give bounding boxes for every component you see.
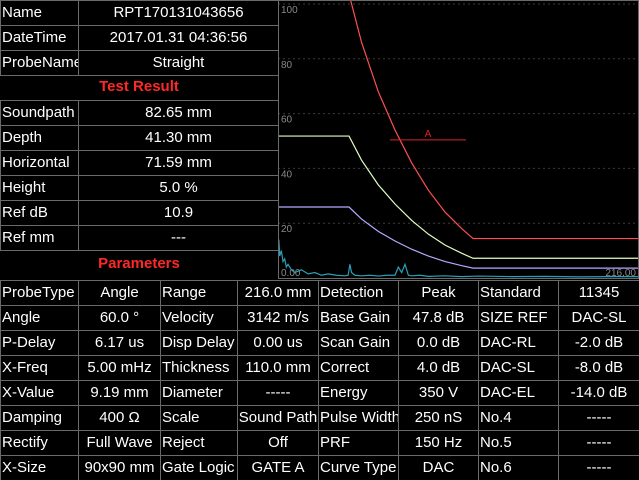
param-value: 0.0 dB bbox=[398, 330, 479, 356]
param-label: PRF bbox=[318, 430, 399, 456]
info-value: 2017.01.31 04:36:56 bbox=[78, 25, 279, 51]
series-line bbox=[278, 206, 639, 269]
param-label: Diameter bbox=[160, 380, 238, 406]
param-value: Sound Path bbox=[237, 405, 319, 431]
param-label: Energy bbox=[318, 380, 399, 406]
param-value: 47.8 dB bbox=[398, 305, 479, 331]
param-value: Full Wave bbox=[78, 430, 161, 456]
param-value: 110.0 mm bbox=[237, 355, 319, 381]
result-value: 82.65 mm bbox=[78, 100, 279, 126]
series-line bbox=[278, 135, 639, 259]
param-value: 350 V bbox=[398, 380, 479, 406]
param-value: 400 Ω bbox=[78, 405, 161, 431]
param-label: Curve Type bbox=[318, 455, 399, 480]
param-label: No.4 bbox=[478, 405, 559, 431]
param-value: DAC-SL bbox=[558, 305, 639, 331]
param-value: ----- bbox=[237, 380, 319, 406]
param-value: ----- bbox=[558, 405, 639, 431]
param-value: -8.0 dB bbox=[558, 355, 639, 381]
param-value: 250 nS bbox=[398, 405, 479, 431]
result-label: Depth bbox=[0, 125, 79, 151]
param-label: DAC-EL bbox=[478, 380, 559, 406]
y-tick-label: 60 bbox=[281, 115, 293, 126]
param-value: -2.0 dB bbox=[558, 330, 639, 356]
param-label: Base Gain bbox=[318, 305, 399, 331]
result-label: Ref mm bbox=[0, 225, 79, 251]
param-label: Reject bbox=[160, 430, 238, 456]
param-value: DAC bbox=[398, 455, 479, 480]
param-label: Thickness bbox=[160, 355, 238, 381]
param-value: 0.00 us bbox=[237, 330, 319, 356]
param-label: Disp Delay bbox=[160, 330, 238, 356]
param-label: Range bbox=[160, 280, 238, 306]
param-label: X-Value bbox=[0, 380, 79, 406]
result-label: Height bbox=[0, 175, 79, 201]
param-label: Rectify bbox=[0, 430, 79, 456]
param-value: Off bbox=[237, 430, 319, 456]
param-value: 4.0 dB bbox=[398, 355, 479, 381]
info-label: Name bbox=[0, 0, 79, 26]
y-tick-label: 80 bbox=[281, 60, 293, 71]
param-value: 150 Hz bbox=[398, 430, 479, 456]
a-scan-chart: 20 40 60 80 100 0.00 216.00 A bbox=[278, 0, 639, 279]
param-value: ----- bbox=[558, 430, 639, 456]
param-value: ----- bbox=[558, 455, 639, 480]
param-label: X-Size bbox=[0, 455, 79, 480]
param-value: 6.17 us bbox=[78, 330, 161, 356]
series-line bbox=[278, 239, 639, 278]
param-label: No.6 bbox=[478, 455, 559, 480]
result-label: Soundpath bbox=[0, 100, 79, 126]
section-title: Parameters bbox=[98, 255, 180, 272]
result-value: 41.30 mm bbox=[78, 125, 279, 151]
result-value: --- bbox=[78, 225, 279, 251]
param-label: Pulse Width bbox=[318, 405, 399, 431]
info-label: ProbeName bbox=[0, 50, 79, 76]
param-label: Standard bbox=[478, 280, 559, 306]
y-tick-label: 20 bbox=[281, 224, 293, 235]
param-label: DAC-RL bbox=[478, 330, 559, 356]
param-label: ProbeType bbox=[0, 280, 79, 306]
param-label: No.5 bbox=[478, 430, 559, 456]
param-label: Velocity bbox=[160, 305, 238, 331]
param-value: 9.19 mm bbox=[78, 380, 161, 406]
param-label: P-Delay bbox=[0, 330, 79, 356]
param-label: Correct bbox=[318, 355, 399, 381]
info-value: Straight bbox=[78, 50, 279, 76]
param-value: 90x90 mm bbox=[78, 455, 161, 480]
param-label: Gate Logic bbox=[160, 455, 238, 480]
param-label: SIZE REF bbox=[478, 305, 559, 331]
info-value: RPT170131043656 bbox=[78, 0, 279, 26]
param-value: GATE A bbox=[237, 455, 319, 480]
y-tick-label: 100 bbox=[281, 5, 298, 16]
series-line bbox=[349, 0, 639, 240]
param-value: Angle bbox=[78, 280, 161, 306]
param-label: Detection bbox=[318, 280, 399, 306]
param-label: Damping bbox=[0, 405, 79, 431]
section-title: Test Result bbox=[99, 78, 179, 95]
gate-label: A bbox=[425, 129, 432, 140]
param-label: Angle bbox=[0, 305, 79, 331]
result-label: Horizontal bbox=[0, 150, 79, 176]
param-label: Scale bbox=[160, 405, 238, 431]
result-value: 71.59 mm bbox=[78, 150, 279, 176]
y-tick-label: 40 bbox=[281, 169, 293, 180]
param-label: Scan Gain bbox=[318, 330, 399, 356]
info-label: DateTime bbox=[0, 25, 79, 51]
param-value: 5.00 mHz bbox=[78, 355, 161, 381]
param-value: 60.0 ° bbox=[78, 305, 161, 331]
x-tick-label: 216.00 bbox=[605, 268, 636, 279]
param-value: 11345 bbox=[558, 280, 639, 306]
param-label: X-Freq bbox=[0, 355, 79, 381]
param-value: 216.0 mm bbox=[237, 280, 319, 306]
param-label: DAC-SL bbox=[478, 355, 559, 381]
x-tick-label: 0.00 bbox=[281, 268, 301, 279]
result-value: 10.9 bbox=[78, 200, 279, 226]
param-value: Peak bbox=[398, 280, 479, 306]
param-value: -14.0 dB bbox=[558, 380, 639, 406]
param-value: 3142 m/s bbox=[237, 305, 319, 331]
result-label: Ref dB bbox=[0, 200, 79, 226]
result-value: 5.0 % bbox=[78, 175, 279, 201]
curves bbox=[278, 0, 639, 278]
